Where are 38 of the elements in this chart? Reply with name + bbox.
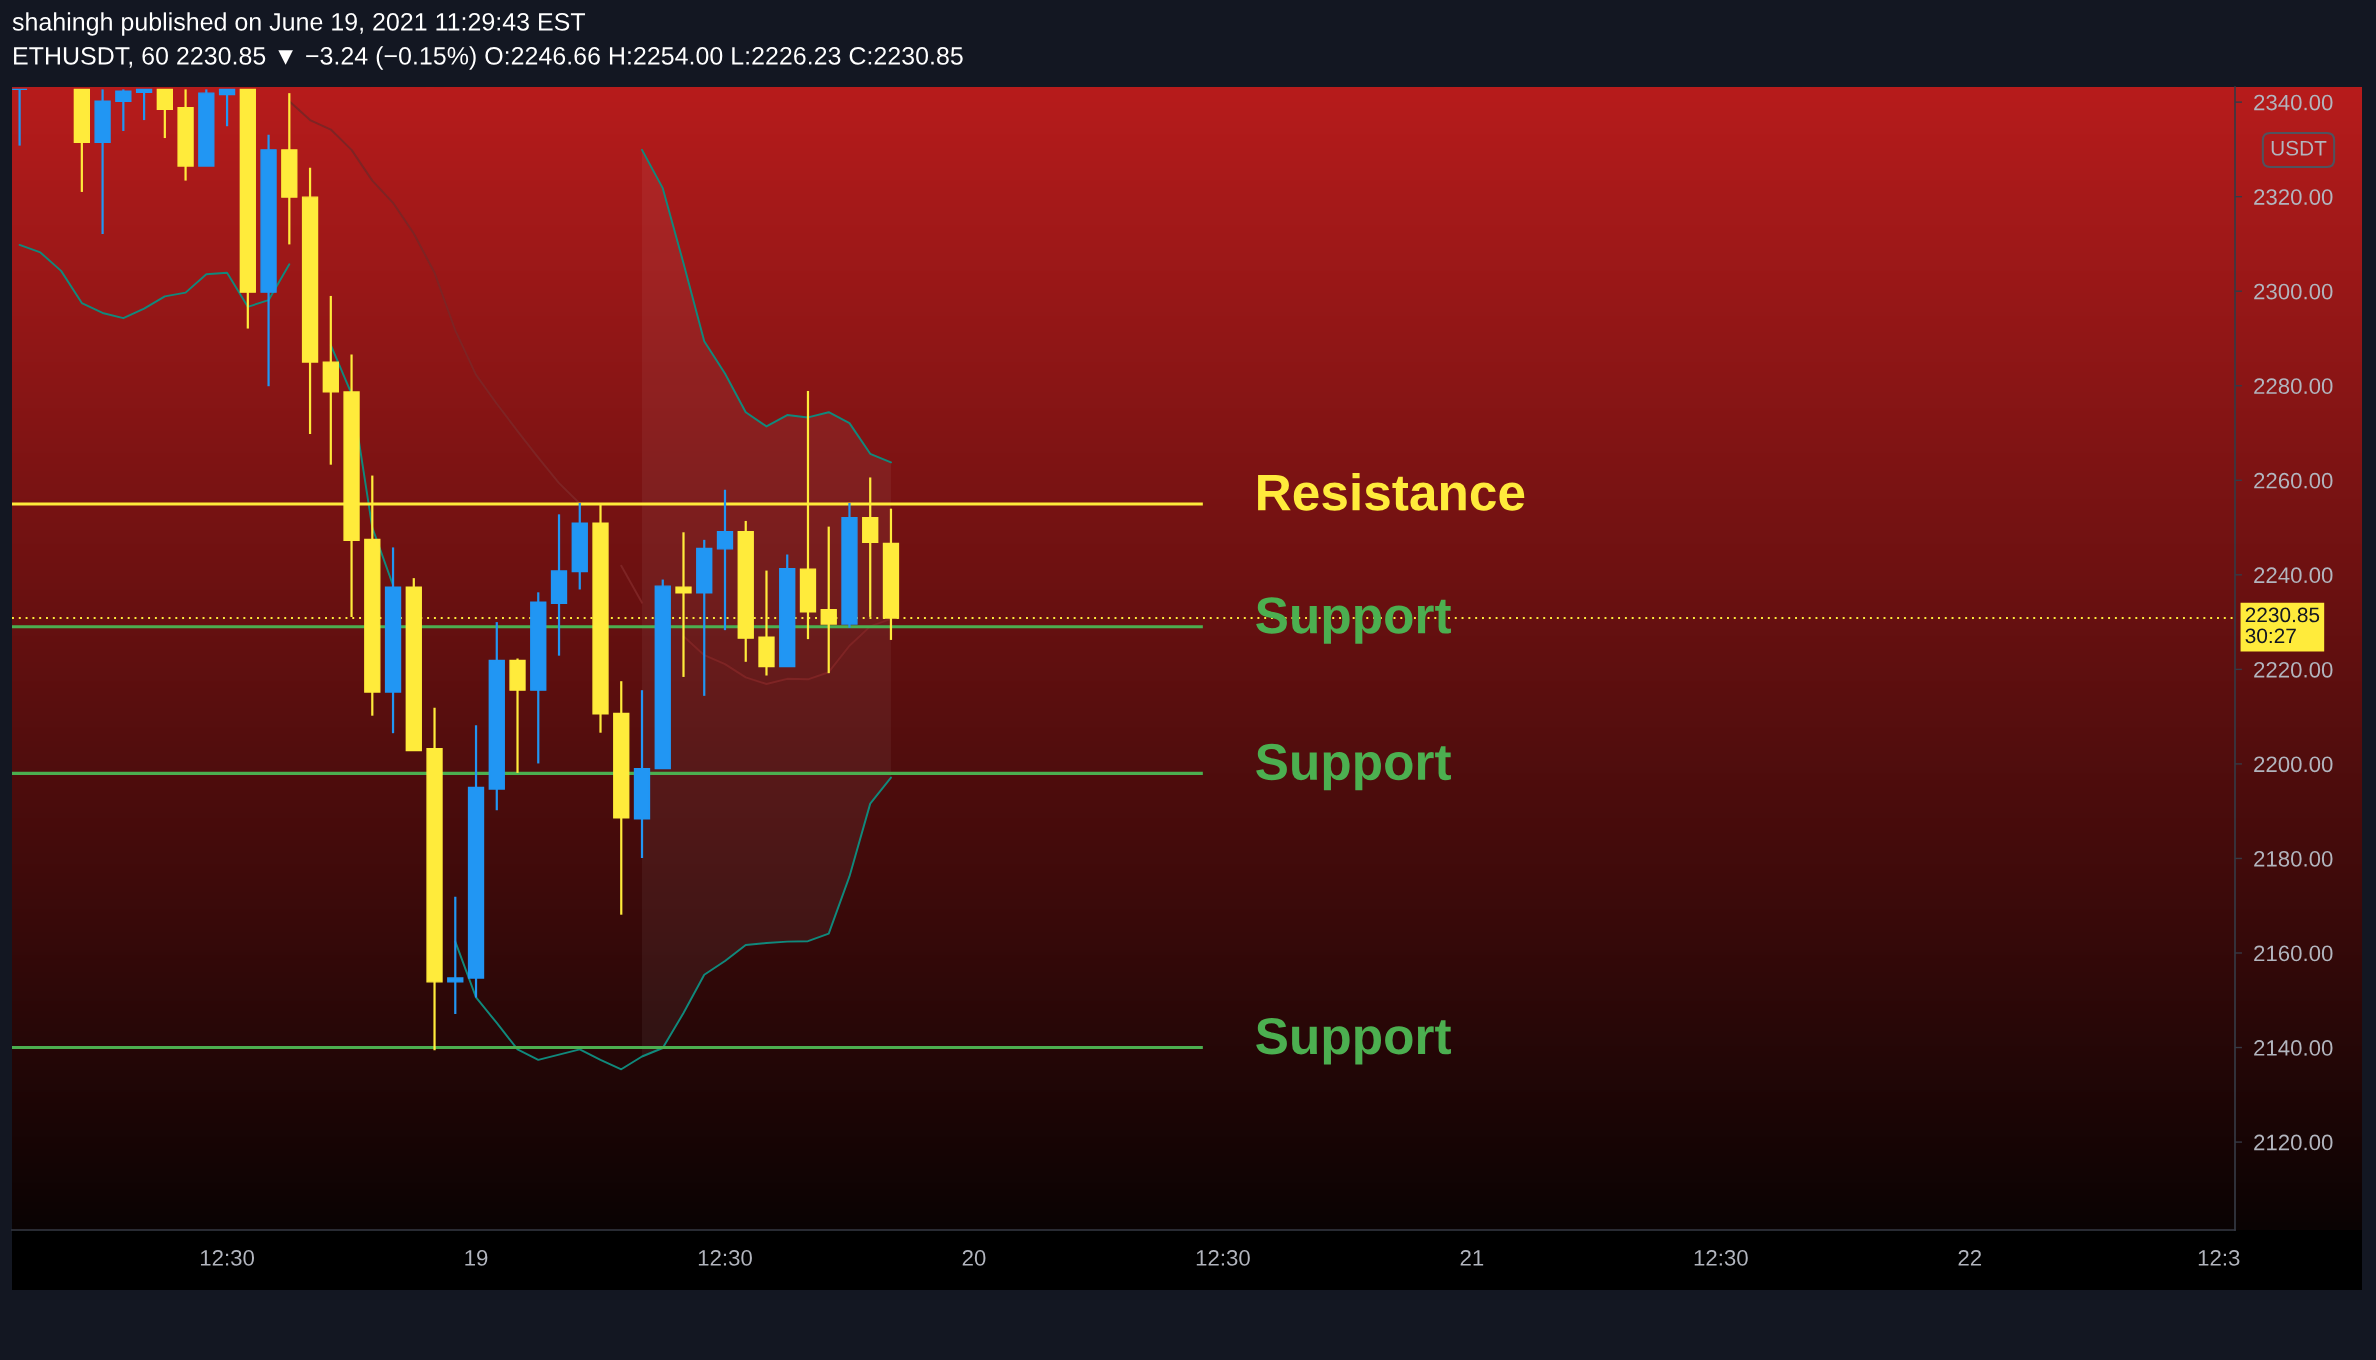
y-tick-label: 2340.00 [2254, 94, 2333, 111]
y-tick-label: 2180.00 [2254, 850, 2333, 867]
candlestick [218, 88, 236, 128]
x-tick-label: 22 [1958, 1250, 1982, 1266]
line-series [641, 148, 892, 464]
y-tick-label: 2200.00 [2254, 756, 2333, 773]
x-tick-label: 19 [465, 1250, 488, 1266]
x-tick-label: 21 [1460, 1250, 1484, 1266]
x-tick-label: 12:30 [698, 1250, 752, 1266]
y-tick-label: 2160.00 [2254, 945, 2333, 962]
candlestick [12, 88, 28, 147]
ref-line-label: Support [1256, 743, 1451, 791]
ref-line-label: Resistance [1258, 473, 1525, 511]
x-tick-label: 12:3 [2198, 1250, 2240, 1266]
y-tick-label: 2320.00 [2254, 189, 2333, 205]
y-tick-label: 2140.00 [2254, 1040, 2333, 1056]
y-tick-label: 2260.00 [2254, 472, 2333, 489]
ref-line-label: Support [1256, 1018, 1451, 1065]
chart-subtitle: ETHUSDT, 60 2230.85 ▼ −3.24 (−0.15%) O:2246.66 H:2254.00 L:2226.23 C:2230.85 [14, 46, 963, 70]
y-tick-label: 2120.00 [2254, 1134, 2333, 1151]
y-axis-title: USDT [2271, 140, 2327, 156]
candlestick [820, 525, 837, 675]
x-tick-label: 20 [962, 1250, 986, 1266]
candlestick [115, 88, 132, 133]
candlestick [156, 88, 173, 140]
y-tick-label: 2240.00 [2254, 567, 2333, 584]
ref-line-label: 2230.85 30:27 [2245, 607, 2320, 644]
chart-title: shahingh published on June 19, 2021 11:29:43 EST [12, 12, 586, 36]
y-tick-label: 2280.00 [2254, 378, 2333, 395]
candlestick [716, 488, 734, 632]
candlestick [447, 895, 464, 1016]
candlestick [135, 88, 153, 122]
x-tick-label: 12:30 [1694, 1250, 1748, 1266]
x-tick-label: 12:30 [1196, 1250, 1250, 1266]
y-tick-label: 2300.00 [2254, 283, 2333, 300]
y-tick-label: 2220.00 [2254, 661, 2333, 678]
x-tick-label: 12:30 [200, 1250, 255, 1266]
ref-line-label: Support [1256, 597, 1451, 644]
